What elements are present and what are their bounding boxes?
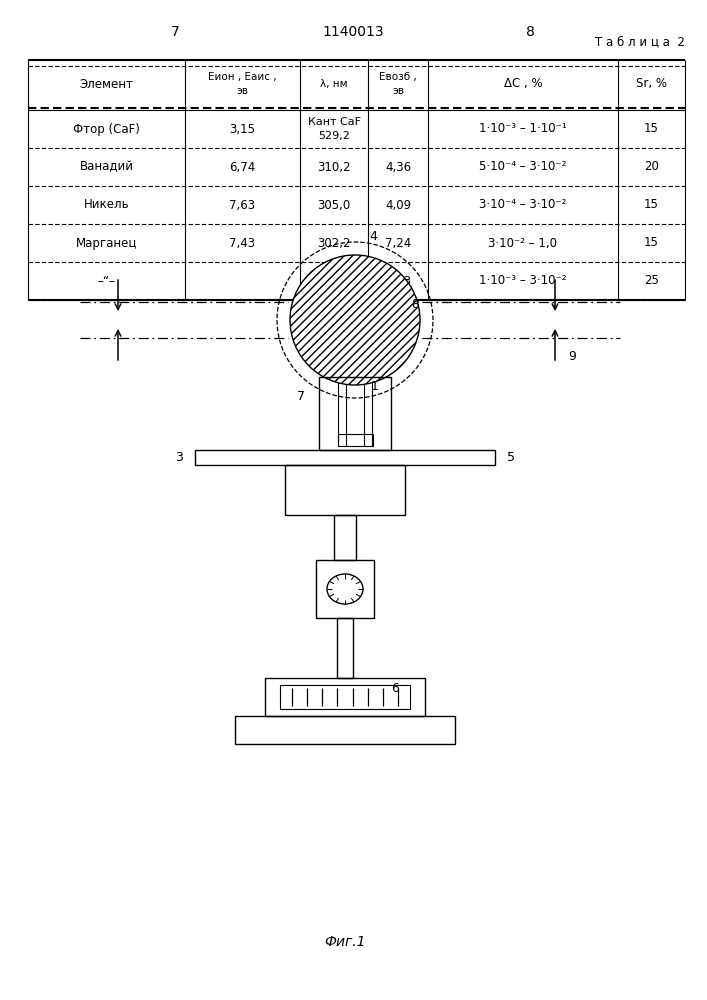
Bar	[334, 515, 356, 560]
Text: 7: 7	[297, 390, 305, 403]
Bar	[265, 678, 425, 716]
Text: Марганец: Марганец	[76, 236, 137, 249]
Text: 302,2: 302,2	[317, 236, 351, 249]
Text: –“–: –“–	[98, 274, 115, 288]
Text: Т а б л и ц а  2: Т а б л и ц а 2	[595, 35, 685, 48]
Bar	[280, 685, 410, 709]
Text: 15: 15	[644, 122, 659, 135]
Bar	[337, 434, 373, 446]
Text: Никель: Никель	[83, 198, 129, 212]
Bar	[235, 716, 455, 744]
Text: 8: 8	[525, 25, 534, 39]
Text: Элемент: Элемент	[80, 78, 134, 91]
Text: 15: 15	[644, 198, 659, 212]
Text: 3,15: 3,15	[230, 122, 255, 135]
Text: Eион , Eаис ,: Eион , Eаис ,	[208, 72, 277, 82]
Text: Ванадий: Ванадий	[79, 160, 134, 174]
Text: 6,74: 6,74	[229, 160, 256, 174]
Bar	[316, 560, 374, 618]
Text: 3·10⁻² – 1,0: 3·10⁻² – 1,0	[489, 236, 558, 249]
Text: 1·10⁻³ – 1·10⁻¹: 1·10⁻³ – 1·10⁻¹	[479, 122, 567, 135]
Text: 1: 1	[371, 380, 379, 393]
Text: эв: эв	[392, 86, 404, 96]
Text: 20: 20	[644, 160, 659, 174]
Text: 8: 8	[411, 298, 419, 312]
Text: 4: 4	[369, 231, 377, 243]
Text: 305,0: 305,0	[317, 198, 351, 212]
Text: 7,24: 7,24	[385, 236, 411, 249]
Text: ΔC , %: ΔC , %	[503, 78, 542, 91]
Text: Sr, %: Sr, %	[636, 78, 667, 91]
Text: 5·10⁻⁴ – 3·10⁻²: 5·10⁻⁴ – 3·10⁻²	[479, 160, 567, 174]
Text: 7,43: 7,43	[230, 236, 255, 249]
Text: Фтор (CaF): Фтор (CaF)	[73, 122, 140, 135]
Text: 3·10⁻⁴ – 3·10⁻²: 3·10⁻⁴ – 3·10⁻²	[479, 198, 567, 212]
Bar	[285, 465, 405, 515]
Text: 7,63: 7,63	[230, 198, 255, 212]
Text: 5: 5	[507, 451, 515, 464]
Bar	[195, 450, 495, 465]
Text: 4,36: 4,36	[385, 160, 411, 174]
Text: 310,2: 310,2	[317, 160, 351, 174]
Text: 6: 6	[391, 682, 399, 694]
Text: эв: эв	[237, 86, 248, 96]
Text: 4,43: 4,43	[385, 274, 411, 288]
Text: 9: 9	[568, 350, 576, 362]
Text: 3: 3	[175, 451, 183, 464]
Text: 7: 7	[170, 25, 180, 39]
Bar	[319, 377, 391, 450]
Circle shape	[290, 255, 420, 385]
Text: 280,1: 280,1	[317, 274, 351, 288]
Text: λ, нм: λ, нм	[320, 79, 348, 89]
Text: Eвозб ,: Eвозб ,	[379, 72, 417, 82]
Bar	[337, 618, 353, 678]
Text: 1·10⁻³ – 3·10⁻²: 1·10⁻³ – 3·10⁻²	[479, 274, 567, 288]
Text: Фиг.1: Фиг.1	[325, 935, 366, 949]
Text: 15: 15	[644, 236, 659, 249]
Text: 25: 25	[644, 274, 659, 288]
Text: Кант CaF: Кант CaF	[308, 117, 361, 127]
Text: 4,09: 4,09	[385, 198, 411, 212]
Text: 529,2: 529,2	[318, 131, 350, 141]
Text: 1140013: 1140013	[322, 25, 384, 39]
